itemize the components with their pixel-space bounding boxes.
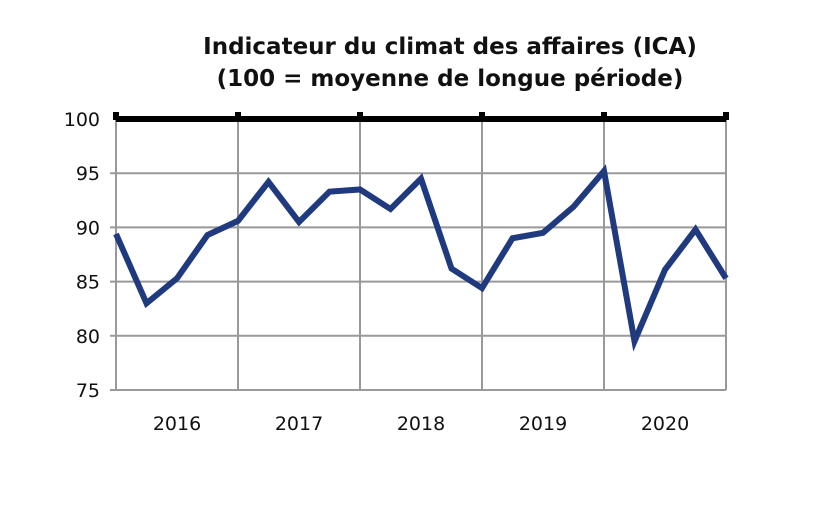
x-tick-label: 2020 bbox=[641, 413, 689, 435]
chart-subtitle: (100 = moyenne de longue période) bbox=[216, 66, 684, 92]
series-line bbox=[113, 164, 729, 352]
y-tick-label: 80 bbox=[76, 326, 100, 348]
y-tick-label: 90 bbox=[76, 217, 100, 239]
x-tick-label: 2018 bbox=[397, 413, 445, 435]
y-tick-label: 100 bbox=[64, 109, 100, 131]
y-tick-label: 85 bbox=[76, 272, 100, 294]
x-tick-label: 2016 bbox=[153, 413, 201, 435]
y-tick-label: 95 bbox=[76, 163, 100, 185]
y-tick-label: 75 bbox=[76, 380, 100, 402]
chart-title: Indicateur du climat des affaires (ICA) bbox=[203, 34, 697, 60]
x-tick-label: 2017 bbox=[275, 413, 323, 435]
x-tick-label: 2019 bbox=[519, 413, 567, 435]
